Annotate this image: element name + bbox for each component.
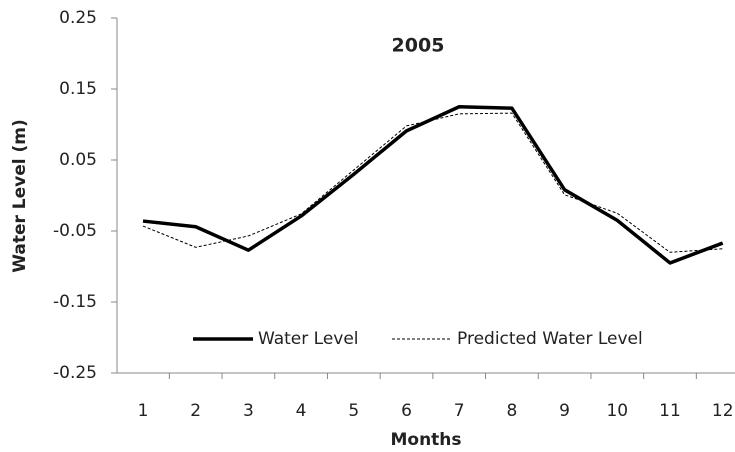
legend-label: Predicted Water Level xyxy=(457,329,643,349)
x-tick-label: 11 xyxy=(659,401,681,421)
x-tick-label: 3 xyxy=(243,401,254,421)
x-tick-label: 10 xyxy=(606,401,628,421)
x-tick-label: 4 xyxy=(296,401,307,421)
x-tick-label: 7 xyxy=(454,401,465,421)
y-tick-label: 0.05 xyxy=(59,150,97,170)
y-tick-label: 0.15 xyxy=(59,79,97,99)
x-tick-label: 12 xyxy=(712,401,734,421)
x-tick-label: 2 xyxy=(190,401,201,421)
y-tick-label: -0.15 xyxy=(53,292,97,312)
y-tick-label: -0.05 xyxy=(53,221,97,241)
y-tick-label: 0.25 xyxy=(59,8,97,28)
x-tick-label: 9 xyxy=(559,401,570,421)
series-line xyxy=(142,105,724,265)
x-tick-label: 1 xyxy=(138,401,149,421)
series-line xyxy=(142,112,723,253)
x-axis-label: Months xyxy=(390,430,461,450)
chart-title: 2005 xyxy=(392,35,445,57)
y-axis-label: Water Level (m) xyxy=(10,119,30,273)
y-tick-label: -0.25 xyxy=(53,363,97,383)
x-tick-label: 5 xyxy=(348,401,359,421)
legend-label: Water Level xyxy=(258,329,359,349)
x-tick-label: 6 xyxy=(401,401,412,421)
x-tick-label: 8 xyxy=(506,401,517,421)
